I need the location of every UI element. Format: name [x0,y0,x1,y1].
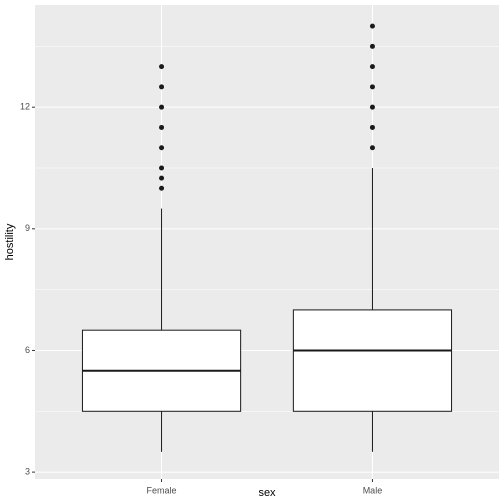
outlier [159,165,165,171]
x-axis-title: sex [258,487,276,499]
outlier [369,145,375,151]
y-tick-label: 12 [20,102,30,112]
outlier [159,124,165,130]
y-tick-label: 6 [25,345,30,355]
y-axis-title: hostility [4,223,16,260]
outlier [159,145,165,151]
outlier [369,84,375,90]
outlier [159,185,165,191]
outlier [369,104,375,110]
box [292,309,453,412]
outlier [159,175,165,181]
outlier [159,64,165,70]
y-tick-label: 3 [25,466,30,476]
x-tick-label: Female [147,485,177,495]
outlier [369,43,375,49]
y-tick-label: 9 [25,223,30,233]
outlier [369,124,375,130]
outlier [369,64,375,70]
outlier [159,104,165,110]
x-tick-label: Male [363,485,383,495]
outlier [369,23,375,29]
outlier [159,84,165,90]
